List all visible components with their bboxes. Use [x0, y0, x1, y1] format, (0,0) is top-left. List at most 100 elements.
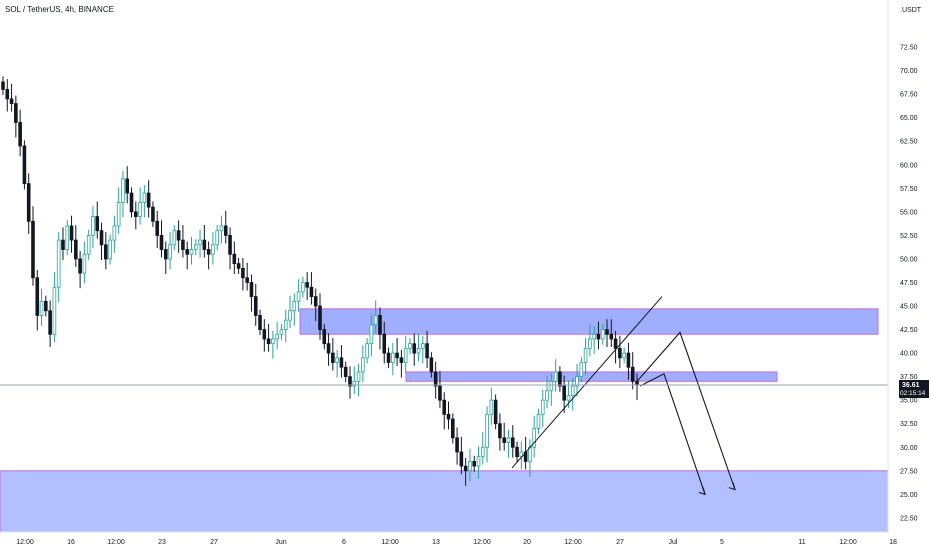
- candle-down: [258, 315, 262, 330]
- time-tick-label: 23: [158, 539, 166, 546]
- time-tick-label: 13: [432, 539, 440, 546]
- bar-countdown: 02:15:14: [900, 390, 926, 397]
- price-tick-label: 70.00: [900, 68, 918, 75]
- price-axis[interactable]: USDT 22.50 25.00 27.50 30.00 32.50 35.00 37.50…: [900, 7, 922, 522]
- time-tick-label: 12:00: [839, 539, 857, 546]
- candle-down: [446, 413, 451, 420]
- candle-down: [635, 380, 639, 386]
- candle-up: [566, 395, 571, 401]
- time-tick-label: 12:00: [381, 539, 399, 546]
- candle-up: [408, 343, 412, 349]
- trendline: [511, 296, 663, 469]
- candle-down: [74, 239, 78, 260]
- candle-up: [356, 371, 361, 382]
- time-tick-label: 6: [342, 539, 346, 546]
- price-tick-label: 67.50: [900, 92, 918, 99]
- candle-up: [198, 239, 202, 246]
- candle-down: [61, 239, 65, 250]
- candle-down: [386, 352, 391, 363]
- candle-down: [129, 192, 134, 213]
- candle-down: [326, 343, 331, 354]
- candle-down: [438, 385, 442, 401]
- candle-down: [313, 296, 318, 307]
- time-tick-label: Jun: [275, 539, 286, 546]
- candle-up: [600, 329, 605, 340]
- candle-up: [532, 428, 536, 448]
- drawings-layer: [511, 296, 736, 496]
- candle-up: [583, 347, 588, 363]
- candle-up: [403, 347, 408, 363]
- candle-up: [549, 380, 554, 392]
- candle-up: [142, 192, 147, 203]
- candle-up: [168, 244, 172, 260]
- candle-down: [236, 263, 241, 269]
- candle-down: [262, 329, 267, 340]
- symbol-title: SOL / TetherUS, 4h, BINANCE: [5, 5, 114, 14]
- candle-up: [489, 399, 494, 415]
- candle-down: [9, 98, 14, 104]
- candle-up: [391, 352, 395, 363]
- candle-up: [553, 371, 558, 382]
- candle-down: [331, 352, 335, 363]
- time-tick-label: 12:00: [473, 539, 491, 546]
- time-tick-label: 16: [67, 539, 75, 546]
- candle-up: [211, 244, 215, 255]
- projection-path-b-arrowhead: [698, 487, 706, 496]
- candle-down: [343, 366, 348, 378]
- price-tick-label: 52.50: [900, 233, 918, 240]
- candle-up: [193, 244, 198, 250]
- price-tick-label: 47.50: [900, 280, 918, 287]
- candle-up: [352, 380, 357, 387]
- price-tick-label: 32.50: [900, 421, 918, 428]
- candle-down: [133, 211, 138, 217]
- candle-up: [592, 333, 596, 340]
- candle-up: [570, 385, 575, 396]
- candle-up: [275, 333, 279, 340]
- candle-down: [382, 333, 387, 354]
- price-tick-label: 40.00: [900, 351, 918, 358]
- candle-down: [630, 366, 635, 382]
- candle-down: [459, 451, 464, 467]
- candle-up: [112, 225, 117, 241]
- time-axis[interactable]: 12:00 16 12:00 23 27 Jun 6 12:00 13 12:00 20 12:00 2…: [16, 539, 897, 546]
- candle-up: [545, 390, 549, 401]
- candle-down: [31, 220, 35, 279]
- candle-down: [412, 343, 417, 354]
- candle-down: [502, 437, 507, 443]
- candle-down: [305, 282, 309, 288]
- candle-down: [626, 352, 631, 368]
- candle-down: [339, 357, 344, 368]
- resistance-zone: [299, 308, 879, 335]
- candle-down: [14, 103, 18, 123]
- candle-up: [335, 357, 339, 363]
- current-price-value: 36.61: [902, 382, 920, 389]
- candle-down: [78, 258, 82, 274]
- support-zone: [0, 470, 889, 533]
- candle-down: [181, 239, 185, 250]
- candle-up: [416, 347, 421, 354]
- candle-down: [1, 81, 5, 90]
- candle-up: [468, 460, 472, 472]
- candle-up: [121, 178, 125, 203]
- candle-up: [219, 225, 224, 232]
- candle-down: [228, 234, 232, 255]
- price-tag-background: [899, 380, 929, 399]
- candle-up: [91, 216, 95, 236]
- candle-up: [506, 437, 511, 443]
- candle-down: [429, 357, 434, 373]
- candle-down: [322, 329, 327, 345]
- candle-up: [283, 319, 288, 330]
- candle-down: [493, 399, 498, 425]
- candle-up: [215, 230, 219, 246]
- candle-down: [442, 399, 447, 415]
- candle-down: [18, 122, 22, 147]
- current-price-tag: 36.61 02:15:14: [899, 380, 929, 399]
- price-tick-label: 50.00: [900, 256, 918, 263]
- candle-down: [510, 437, 515, 448]
- price-tick-label: 37.50: [900, 374, 918, 381]
- candle-down: [613, 338, 618, 349]
- time-tick-label: 27: [616, 539, 624, 546]
- candle-down: [155, 220, 160, 236]
